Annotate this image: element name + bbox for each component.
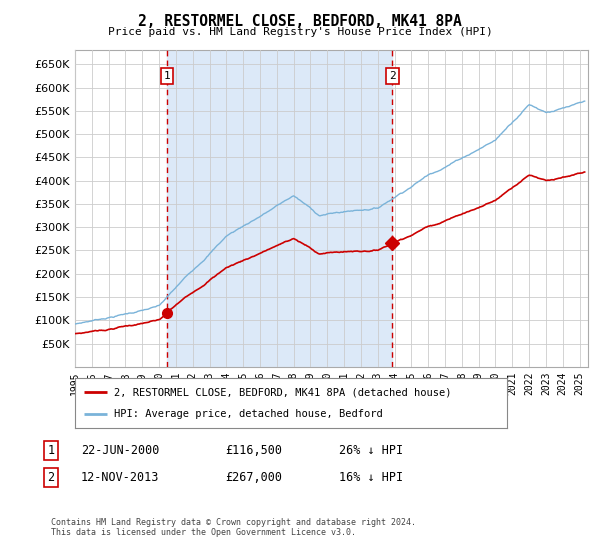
Text: Price paid vs. HM Land Registry's House Price Index (HPI): Price paid vs. HM Land Registry's House … bbox=[107, 27, 493, 37]
Text: 1: 1 bbox=[164, 71, 170, 81]
Text: Contains HM Land Registry data © Crown copyright and database right 2024.
This d: Contains HM Land Registry data © Crown c… bbox=[51, 518, 416, 538]
Text: £267,000: £267,000 bbox=[225, 470, 282, 484]
Text: 1: 1 bbox=[47, 444, 55, 458]
Text: HPI: Average price, detached house, Bedford: HPI: Average price, detached house, Bedf… bbox=[114, 409, 383, 419]
Text: 16% ↓ HPI: 16% ↓ HPI bbox=[339, 470, 403, 484]
Text: 12-NOV-2013: 12-NOV-2013 bbox=[81, 470, 160, 484]
Text: 22-JUN-2000: 22-JUN-2000 bbox=[81, 444, 160, 458]
Bar bbox=[167, 50, 392, 367]
Text: £116,500: £116,500 bbox=[225, 444, 282, 458]
Text: 2, RESTORMEL CLOSE, BEDFORD, MK41 8PA: 2, RESTORMEL CLOSE, BEDFORD, MK41 8PA bbox=[138, 14, 462, 29]
Text: 26% ↓ HPI: 26% ↓ HPI bbox=[339, 444, 403, 458]
Text: 2: 2 bbox=[47, 470, 55, 484]
Text: 2: 2 bbox=[389, 71, 396, 81]
Text: 2, RESTORMEL CLOSE, BEDFORD, MK41 8PA (detached house): 2, RESTORMEL CLOSE, BEDFORD, MK41 8PA (d… bbox=[114, 387, 451, 397]
